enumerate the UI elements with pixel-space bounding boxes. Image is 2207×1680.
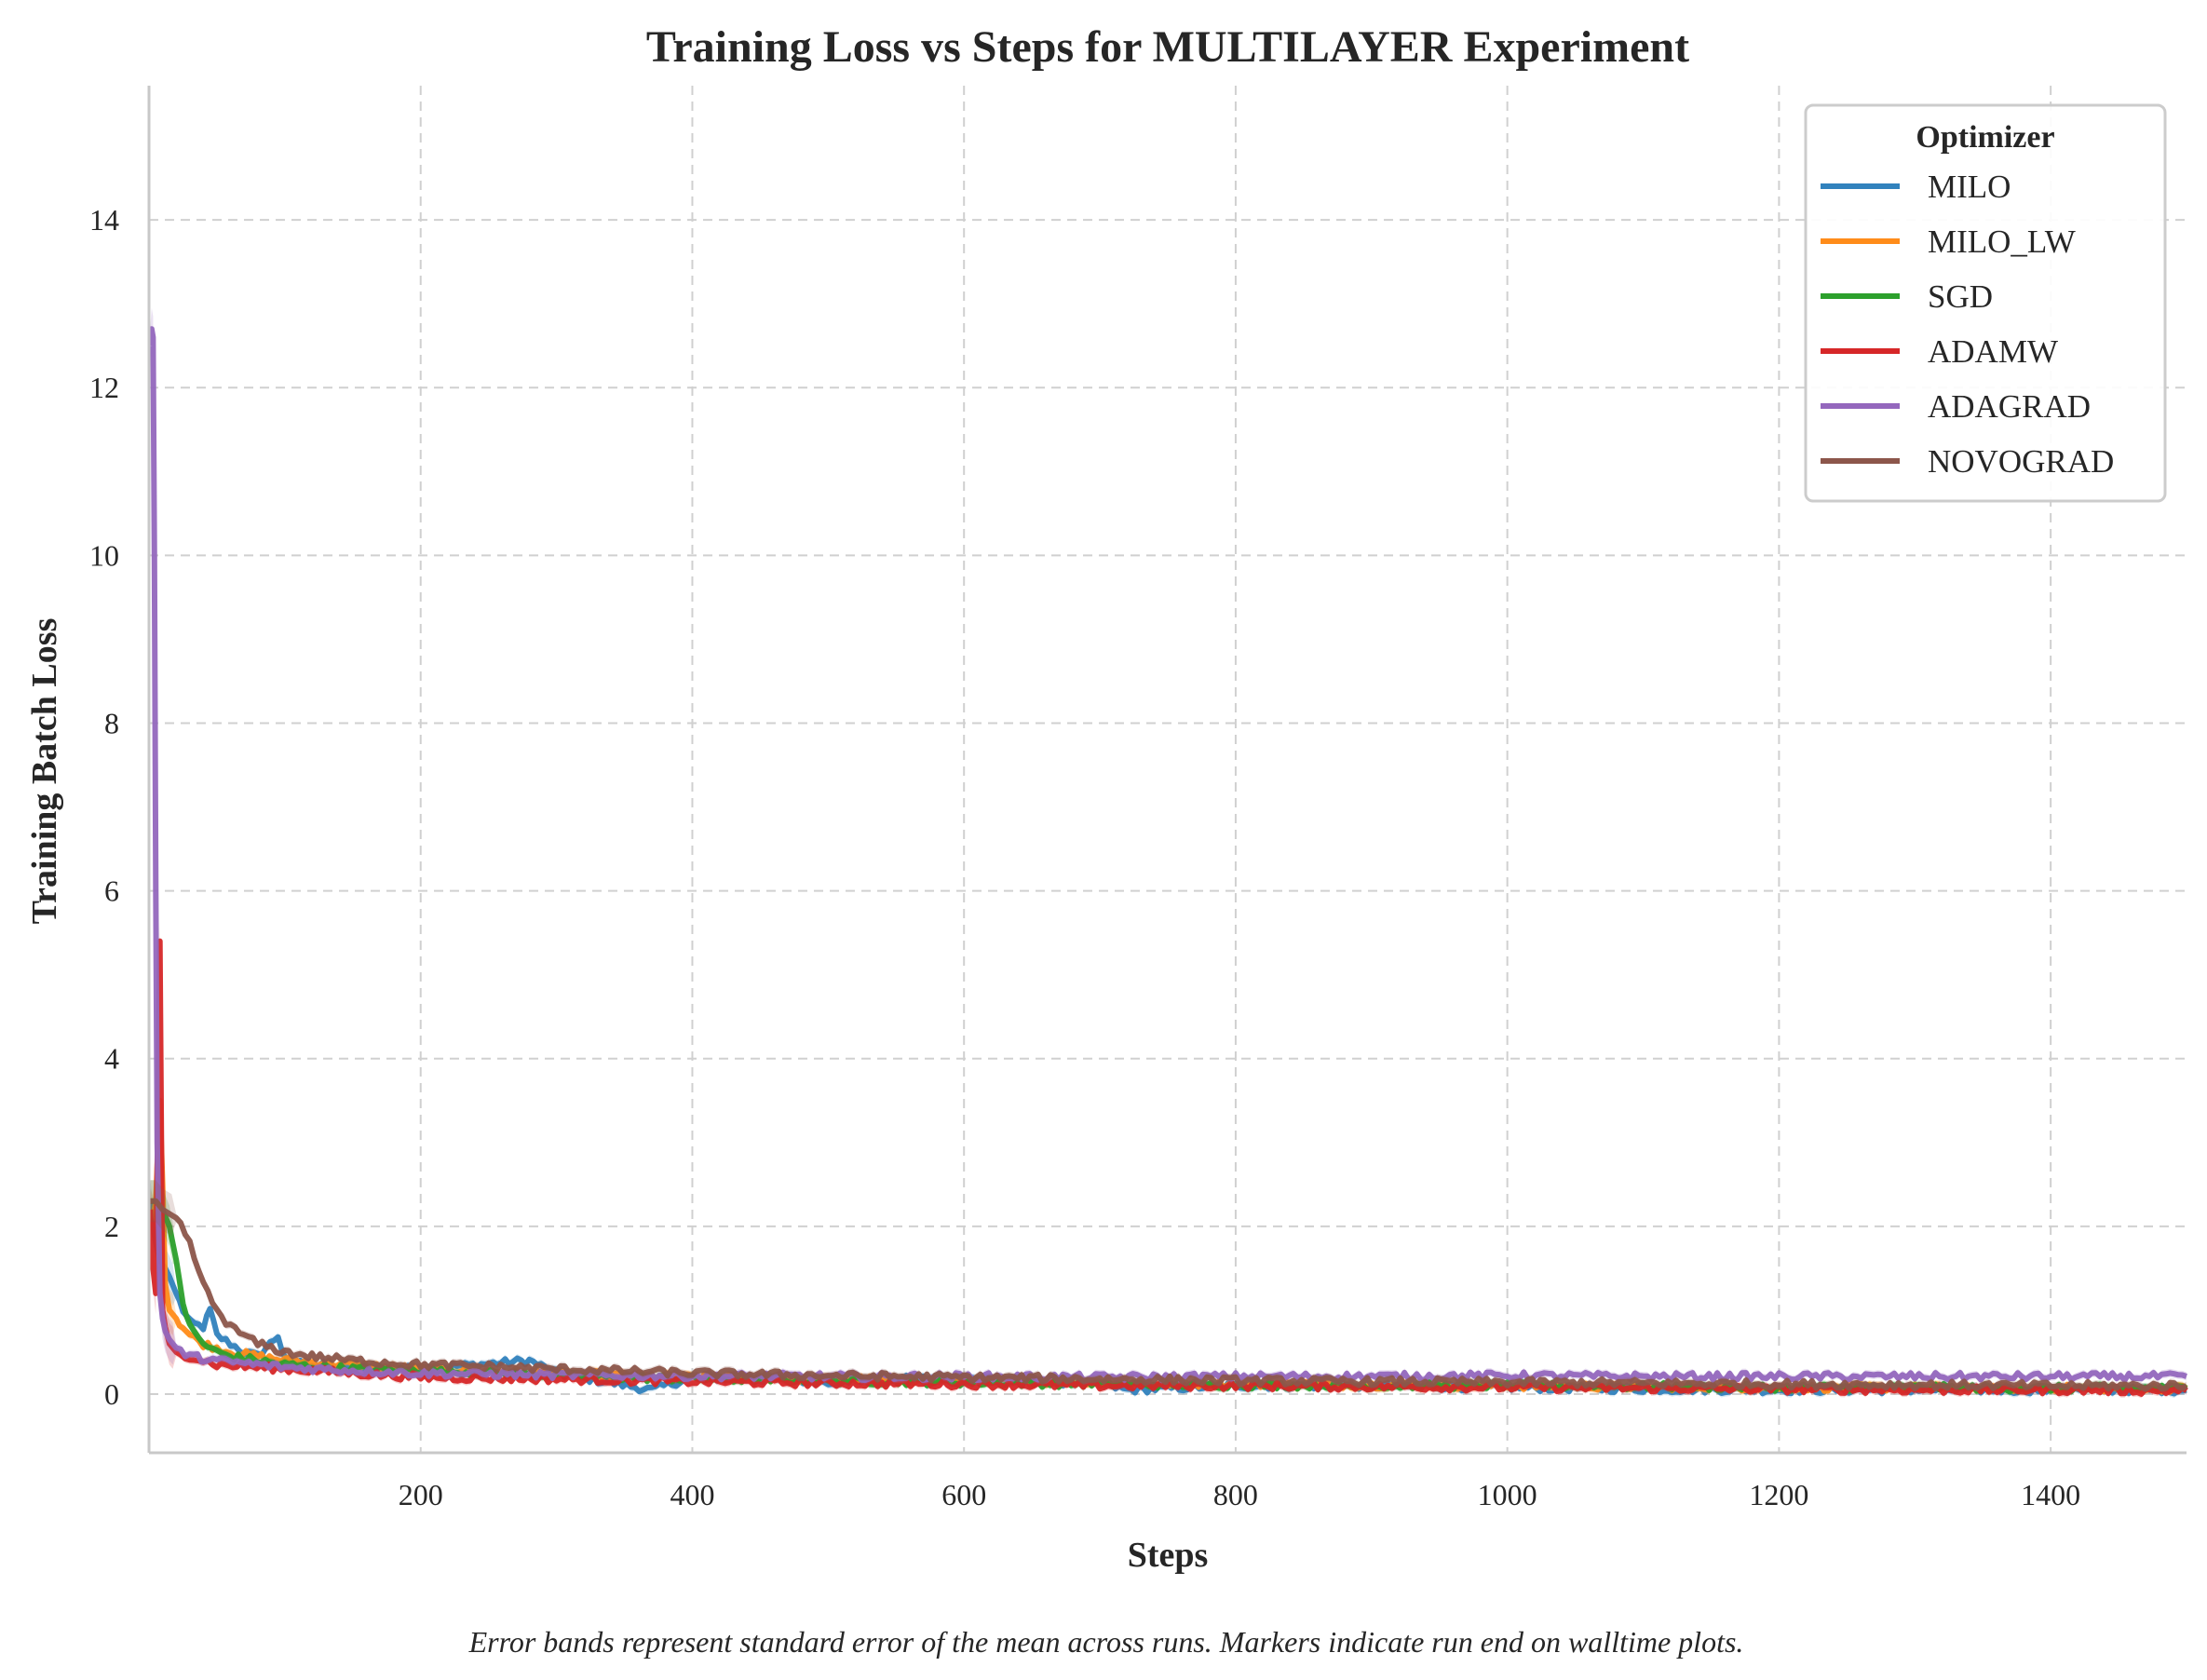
- legend-label-sgd: SGD: [1928, 278, 1993, 315]
- y-tick-label-6: 6: [104, 874, 119, 908]
- y-tick-label-12: 12: [89, 371, 119, 404]
- axes-spines: [147, 86, 2187, 1455]
- legend-entries: MILO MILO_LW SGD ADAMW ADAGRAD NOVOGRAD: [1821, 169, 2114, 480]
- y-tick-label-0: 0: [104, 1377, 119, 1411]
- x-tick-label-1400: 1400: [2021, 1478, 2080, 1511]
- x-tick-label-1200: 1200: [1749, 1478, 1808, 1511]
- legend-label-milo-lw: MILO_LW: [1928, 224, 2076, 260]
- footnote: Error bands represent standard error of …: [468, 1625, 1744, 1659]
- legend-title: Optimizer: [1916, 120, 2054, 155]
- error-band-adamw: [150, 920, 2187, 1399]
- y-tick-label-2: 2: [104, 1210, 119, 1243]
- series-adamw: [147, 920, 2188, 1399]
- y-tick-labels: 0 2 4 6 8 10 12 14: [89, 203, 119, 1411]
- series-milo-lw: [147, 1079, 2188, 1397]
- error-band-milo-lw: [150, 1079, 2187, 1397]
- line-milo-lw: [147, 1097, 2188, 1395]
- series-lines: [147, 307, 2188, 1399]
- legend-box: [1804, 103, 2167, 503]
- line-adamw: [147, 938, 2188, 1397]
- y-tick-label-4: 4: [104, 1042, 119, 1076]
- legend-label-adamw: ADAMW: [1928, 333, 2058, 370]
- chart-title: Training Loss vs Steps for MULTILAYER Ex…: [646, 22, 1689, 72]
- legend-label-adagrad: ADAGRAD: [1928, 388, 2091, 425]
- y-tick-label-14: 14: [89, 203, 119, 237]
- line-novograd: [150, 1198, 2188, 1392]
- legend: Optimizer MILO MILO_LW SGD ADAMW ADAGRAD NOVO…: [1804, 103, 2167, 503]
- y-tick-label-8: 8: [104, 706, 119, 739]
- x-tick-label-400: 400: [670, 1478, 714, 1511]
- x-tick-label-600: 600: [941, 1478, 986, 1511]
- legend-label-novograd: NOVOGRAD: [1928, 443, 2114, 480]
- y-tick-label-10: 10: [89, 538, 119, 572]
- y-axis-label: Training Batch Loss: [25, 618, 64, 925]
- series-novograd: [150, 1180, 2188, 1393]
- x-tick-label-200: 200: [399, 1478, 443, 1511]
- x-tick-label-800: 800: [1213, 1478, 1258, 1511]
- legend-label-milo: MILO: [1928, 169, 2011, 205]
- x-tick-labels: 200 400 600 800 1000 1200 1400: [399, 1478, 2080, 1511]
- x-tick-label-1000: 1000: [1478, 1478, 1537, 1511]
- x-axis-label: Steps: [1128, 1536, 1209, 1575]
